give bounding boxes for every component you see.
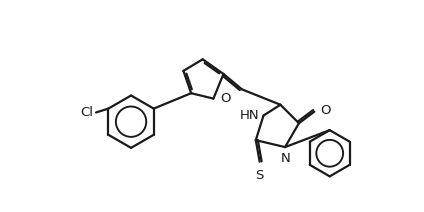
Text: HN: HN bbox=[240, 109, 259, 122]
Text: O: O bbox=[321, 105, 331, 117]
Text: N: N bbox=[281, 152, 291, 166]
Text: Cl: Cl bbox=[80, 106, 93, 119]
Text: O: O bbox=[220, 92, 231, 105]
Text: S: S bbox=[256, 169, 264, 183]
